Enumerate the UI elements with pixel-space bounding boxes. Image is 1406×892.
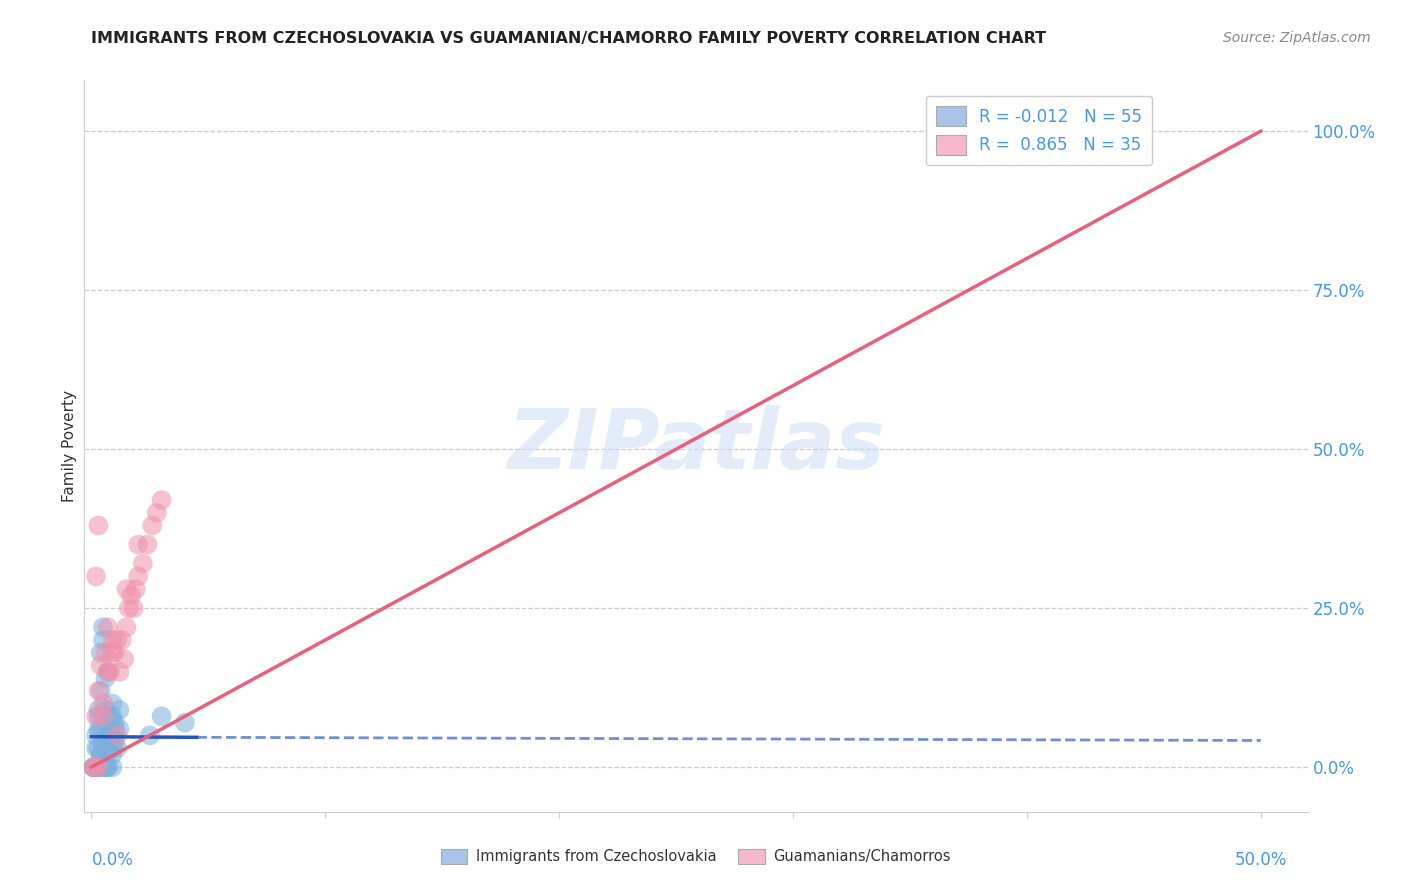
Point bbox=[150, 493, 173, 508]
Point bbox=[104, 646, 127, 660]
Point bbox=[141, 518, 163, 533]
Point bbox=[94, 671, 117, 685]
Point bbox=[105, 728, 128, 742]
Point bbox=[97, 665, 120, 679]
Point bbox=[94, 747, 117, 762]
Point bbox=[91, 697, 114, 711]
Text: ZIPatlas: ZIPatlas bbox=[508, 406, 884, 486]
Point bbox=[87, 760, 110, 774]
Point bbox=[98, 728, 121, 742]
Point bbox=[84, 741, 107, 756]
Point bbox=[97, 728, 120, 742]
Point bbox=[101, 646, 124, 660]
Point bbox=[90, 747, 112, 762]
Point bbox=[87, 722, 110, 736]
Text: 0.0%: 0.0% bbox=[91, 851, 134, 869]
Point bbox=[111, 632, 134, 647]
Point bbox=[118, 601, 141, 615]
Point bbox=[90, 722, 112, 736]
Point bbox=[94, 760, 117, 774]
Point bbox=[83, 760, 105, 774]
Point bbox=[91, 620, 114, 634]
Point bbox=[97, 760, 120, 774]
Point bbox=[87, 703, 110, 717]
Point bbox=[91, 735, 114, 749]
Point bbox=[101, 697, 124, 711]
Point bbox=[83, 760, 105, 774]
Point bbox=[98, 665, 121, 679]
Point bbox=[101, 741, 124, 756]
Point bbox=[84, 569, 107, 583]
Legend: Immigrants from Czechoslovakia, Guamanians/Chamorros: Immigrants from Czechoslovakia, Guamania… bbox=[434, 843, 957, 871]
Point bbox=[101, 747, 124, 762]
Point bbox=[87, 684, 110, 698]
Point bbox=[104, 735, 127, 749]
Point bbox=[150, 709, 173, 723]
Point bbox=[127, 569, 149, 583]
Point bbox=[84, 760, 107, 774]
Text: 50.0%: 50.0% bbox=[1234, 851, 1286, 869]
Point bbox=[108, 722, 131, 736]
Point bbox=[136, 538, 159, 552]
Point bbox=[98, 728, 121, 742]
Point bbox=[91, 760, 114, 774]
Point bbox=[94, 646, 117, 660]
Point bbox=[115, 620, 138, 634]
Point bbox=[104, 728, 127, 742]
Point bbox=[87, 709, 110, 723]
Point bbox=[108, 703, 131, 717]
Point bbox=[90, 747, 112, 762]
Point bbox=[97, 665, 120, 679]
Point bbox=[125, 582, 148, 596]
Point bbox=[83, 760, 105, 774]
Point bbox=[90, 684, 112, 698]
Point bbox=[115, 582, 138, 596]
Point bbox=[97, 620, 120, 634]
Point bbox=[127, 538, 149, 552]
Point bbox=[101, 632, 124, 647]
Point bbox=[122, 601, 145, 615]
Point bbox=[104, 722, 127, 736]
Point bbox=[101, 709, 124, 723]
Point bbox=[98, 735, 121, 749]
Point bbox=[132, 557, 155, 571]
Point bbox=[90, 646, 112, 660]
Point bbox=[91, 709, 114, 723]
Point bbox=[104, 715, 127, 730]
Point bbox=[94, 703, 117, 717]
Point bbox=[83, 760, 105, 774]
Point bbox=[90, 658, 112, 673]
Point bbox=[120, 589, 142, 603]
Point bbox=[105, 741, 128, 756]
Text: IMMIGRANTS FROM CZECHOSLOVAKIA VS GUAMANIAN/CHAMORRO FAMILY POVERTY CORRELATION : IMMIGRANTS FROM CZECHOSLOVAKIA VS GUAMAN… bbox=[91, 31, 1046, 46]
Point bbox=[83, 760, 105, 774]
Point bbox=[97, 741, 120, 756]
Point bbox=[87, 760, 110, 774]
Point bbox=[98, 722, 121, 736]
Text: Source: ZipAtlas.com: Source: ZipAtlas.com bbox=[1223, 31, 1371, 45]
Point bbox=[105, 632, 128, 647]
Point bbox=[146, 506, 169, 520]
Point bbox=[98, 709, 121, 723]
Point bbox=[87, 741, 110, 756]
Point bbox=[108, 665, 131, 679]
Point bbox=[84, 728, 107, 742]
Point bbox=[87, 518, 110, 533]
Point bbox=[97, 760, 120, 774]
Point bbox=[87, 760, 110, 774]
Point bbox=[91, 760, 114, 774]
Point bbox=[84, 709, 107, 723]
Point bbox=[83, 760, 105, 774]
Point bbox=[94, 747, 117, 762]
Point bbox=[174, 715, 197, 730]
Point bbox=[91, 632, 114, 647]
Point bbox=[83, 760, 105, 774]
Point bbox=[101, 760, 124, 774]
Point bbox=[139, 728, 162, 742]
Y-axis label: Family Poverty: Family Poverty bbox=[62, 390, 77, 502]
Point bbox=[84, 760, 107, 774]
Point bbox=[112, 652, 135, 666]
